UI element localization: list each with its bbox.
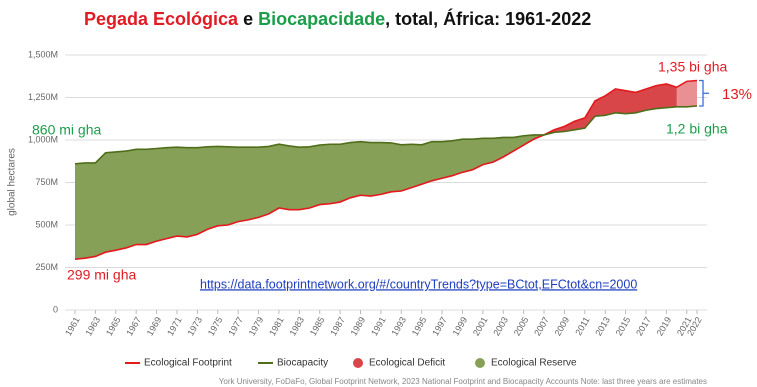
title-part: Pegada Ecológica [84,9,239,29]
x-tick-label: 2017 [634,315,653,337]
title-part: Biocapacidade [258,9,385,29]
x-tick-label: 2001 [471,315,490,337]
x-tick-label: 1967 [124,315,143,337]
annotation: 1,2 bi gha [666,121,728,137]
x-tick-label: 1971 [165,315,184,337]
legend-swatch [353,358,363,368]
legend-label: Biocapacity [277,358,328,369]
legend-label: Ecological Footprint [144,358,232,369]
x-tick-label: 1981 [267,315,286,337]
annotation: 299 mi gha [67,267,136,283]
x-tick-label: 2007 [532,315,551,337]
legend-swatch [475,358,485,368]
x-tick-label: 2015 [614,315,633,337]
x-tick-label: 2019 [655,315,674,337]
x-tick-label: 1977 [226,315,245,337]
y-tick-label: 250M [35,262,58,272]
annotation: 1,35 bi gha [658,59,727,75]
areas [75,80,697,260]
bracket [699,79,709,107]
estimate-overlay [676,80,697,164]
x-tick-label: 1997 [430,315,449,337]
x-tick-label: 1985 [308,315,327,337]
x-tick-label: 1993 [389,315,408,337]
x-tick-label: 1991 [369,315,388,337]
y-tick-label: 1,000M [28,134,58,144]
source-link[interactable]: https://data.footprintnetwork.org/#/coun… [200,277,637,291]
x-tick-label: 1979 [247,315,266,337]
y-tick-label: 1,500M [28,49,58,59]
reserve-group [75,106,697,260]
x-tick-label: 2005 [512,315,531,337]
annotation: 860 mi gha [32,122,101,138]
ecological-reserve [75,106,697,260]
x-tick-label: 1961 [63,315,82,337]
legend-label: Ecological Deficit [369,358,445,369]
y-axis-label: global hectares [7,148,18,216]
y-tick-label: 500M [35,219,58,229]
annotation: 13% [722,86,752,103]
x-tick-label: 2013 [593,315,612,337]
lines [74,79,709,260]
title-part: , total, África: 1961-2022 [385,8,591,29]
title-part: e [238,9,258,29]
x-tick-label: 2009 [553,315,572,337]
x-tick-label: 1973 [185,315,204,337]
x-tick-label: 1987 [328,315,347,337]
series-line [74,79,698,260]
x-tick-label: 1963 [84,315,103,337]
y-tick-label: 1,250M [28,92,58,102]
series-line [74,105,698,165]
legend: Ecological Footprint Biocapacity Ecologica… [125,358,577,369]
x-tick-label: 2003 [491,315,510,337]
x-tick-label: 1983 [287,315,306,337]
legend-label: Ecological Reserve [491,358,577,369]
x-tick-label: 2011 [573,315,591,337]
x-tick-label: 1995 [410,315,429,337]
x-tick-label: 1965 [104,315,123,337]
chart-title: Pegada Ecológica e Biocapacidade, total,… [84,8,591,29]
y-tick-label: 750M [35,177,58,187]
x-tick-label: 1969 [145,315,164,337]
x-tick-label: 1975 [206,315,225,337]
x-tick-label: 1989 [349,315,368,337]
y-tick-label: 0 [53,304,58,314]
footnote: York University, FoDaFo, Global Footprin… [219,377,707,386]
x-tick-label: 1999 [451,315,470,337]
